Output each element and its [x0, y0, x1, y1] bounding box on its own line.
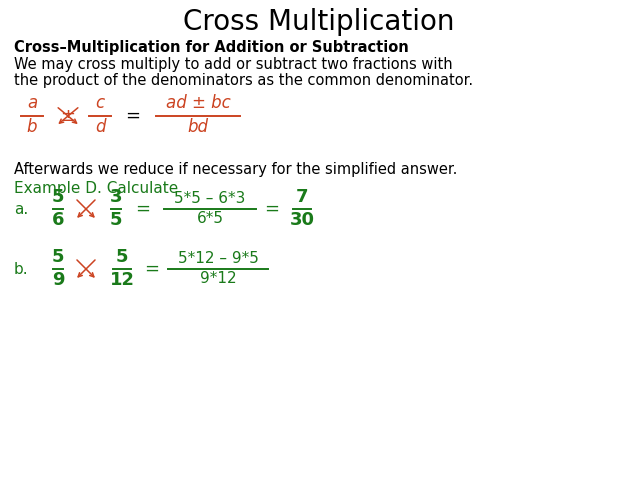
Text: b.: b.: [14, 262, 29, 276]
Text: the product of the denominators as the common denominator.: the product of the denominators as the c…: [14, 73, 473, 88]
Text: bd: bd: [188, 118, 209, 136]
Text: d: d: [95, 118, 105, 136]
Text: 3: 3: [110, 188, 122, 206]
Text: 5: 5: [52, 248, 64, 266]
Text: 9*12: 9*12: [200, 271, 236, 286]
Text: =: =: [126, 107, 140, 125]
Text: 5: 5: [110, 211, 122, 229]
Text: 6*5: 6*5: [197, 211, 223, 226]
Text: Cross–Multiplication for Addition or Subtraction: Cross–Multiplication for Addition or Sub…: [14, 40, 409, 55]
Text: Cross Multiplication: Cross Multiplication: [183, 8, 455, 36]
Text: 5: 5: [52, 188, 64, 206]
Text: Afterwards we reduce if necessary for the simplified answer.: Afterwards we reduce if necessary for th…: [14, 162, 457, 177]
Text: a.: a.: [14, 202, 28, 217]
Text: 9: 9: [52, 271, 64, 289]
Text: We may cross multiply to add or subtract two fractions with: We may cross multiply to add or subtract…: [14, 57, 452, 72]
Text: ad ± bc: ad ± bc: [166, 94, 230, 112]
Text: a: a: [27, 94, 37, 112]
Text: 5*12 – 9*5: 5*12 – 9*5: [177, 251, 258, 266]
Text: 5: 5: [115, 248, 128, 266]
Text: ±: ±: [61, 107, 75, 125]
Text: 7: 7: [296, 188, 308, 206]
Text: Example D. Calculate: Example D. Calculate: [14, 181, 178, 196]
Text: c: c: [96, 94, 105, 112]
Text: =: =: [144, 260, 160, 278]
Text: =: =: [135, 200, 151, 218]
Text: 30: 30: [290, 211, 315, 229]
Text: b: b: [27, 118, 37, 136]
Text: 12: 12: [110, 271, 135, 289]
Text: =: =: [265, 200, 279, 218]
Text: 6: 6: [52, 211, 64, 229]
Text: 5*5 – 6*3: 5*5 – 6*3: [174, 191, 246, 206]
